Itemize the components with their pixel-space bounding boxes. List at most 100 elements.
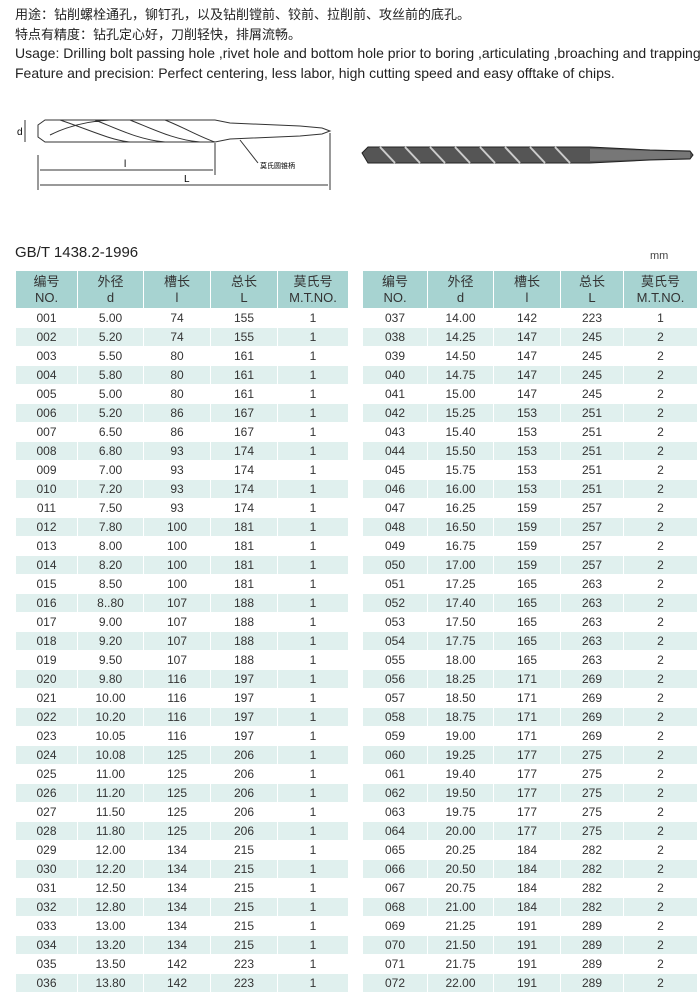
cell: 9.80 — [77, 669, 144, 689]
cell: 2 — [623, 669, 698, 689]
cell: 043 — [362, 422, 428, 442]
cell: 142 — [143, 954, 211, 974]
cell: 165 — [493, 574, 561, 594]
cell: 056 — [362, 669, 428, 689]
cell: 2 — [623, 498, 698, 518]
cell: 134 — [143, 859, 211, 879]
cell: 14.25 — [427, 327, 494, 347]
cell: 1 — [277, 308, 349, 328]
cell: 061 — [362, 764, 428, 784]
cell: 21.75 — [427, 954, 494, 974]
cell: 1 — [277, 764, 349, 784]
row: 035 13.50 142 223 1 — [15, 954, 349, 974]
dim-label: 莫氏圆锥柄 — [260, 161, 295, 170]
cell: 13.20 — [77, 935, 144, 955]
cell: 171 — [493, 707, 561, 727]
cell: 206 — [210, 764, 278, 784]
cell: 8.20 — [77, 555, 144, 575]
cell: 147 — [493, 384, 561, 404]
row: 038 14.25 147 245 2 — [362, 327, 698, 347]
cell: 17.50 — [427, 612, 494, 632]
cell: 125 — [143, 745, 211, 765]
cell: 171 — [493, 669, 561, 689]
cell: 1 — [277, 460, 349, 480]
row: 007 6.50 86 167 1 — [15, 422, 349, 442]
cell: 1 — [277, 954, 349, 974]
header-cell: 槽长 l — [143, 270, 211, 309]
cell: 045 — [362, 460, 428, 480]
cell: 066 — [362, 859, 428, 879]
cell: 147 — [493, 365, 561, 385]
cell: 142 — [493, 308, 561, 328]
cell: 20.50 — [427, 859, 494, 879]
cell: 006 — [15, 403, 78, 423]
row: 008 6.80 93 174 1 — [15, 441, 349, 461]
cell: 2 — [623, 612, 698, 632]
cell: 2 — [623, 346, 698, 366]
row: 002 5.20 74 155 1 — [15, 327, 349, 347]
cell: 18.00 — [427, 650, 494, 670]
cell: 2 — [623, 555, 698, 575]
cell: 177 — [493, 783, 561, 803]
row: 021 10.00 116 197 1 — [15, 688, 349, 708]
cell: 15.40 — [427, 422, 494, 442]
row: 022 10.20 116 197 1 — [15, 707, 349, 727]
cell: 251 — [560, 460, 624, 480]
standard: GB/T 1438.2-1996 — [15, 244, 139, 261]
cell: 040 — [362, 365, 428, 385]
cell: 068 — [362, 897, 428, 917]
header-text: 编号 — [33, 273, 60, 289]
header-text: L — [240, 289, 248, 305]
row: 037 14.00 142 223 1 — [362, 308, 698, 328]
cell: 011 — [15, 498, 78, 518]
cell: 165 — [493, 593, 561, 613]
cell: 2 — [623, 403, 698, 423]
header-text: 总长 — [578, 273, 605, 289]
cell: 002 — [15, 327, 78, 347]
header-text: 编号 — [381, 273, 408, 289]
cell: 13.80 — [77, 973, 144, 993]
cell: 8.50 — [77, 574, 144, 594]
cell: 165 — [493, 612, 561, 632]
cell: 289 — [560, 916, 624, 936]
cell: 245 — [560, 384, 624, 404]
cell: 263 — [560, 574, 624, 594]
cell: 023 — [15, 726, 78, 746]
cell: 6.50 — [77, 422, 144, 442]
cell: 116 — [143, 688, 211, 708]
cell: 93 — [143, 479, 211, 499]
cell: 1 — [277, 422, 349, 442]
row: 052 17.40 165 263 2 — [362, 593, 698, 613]
row: 043 15.40 153 251 2 — [362, 422, 698, 442]
cell: 289 — [560, 973, 624, 993]
row: 016 8..80 107 188 1 — [15, 593, 349, 613]
row: 013 8.00 100 181 1 — [15, 536, 349, 556]
cell: 107 — [143, 650, 211, 670]
cell: 067 — [362, 878, 428, 898]
cell: 153 — [493, 479, 561, 499]
cell: 050 — [362, 555, 428, 575]
header-cell: 总长 L — [560, 270, 624, 309]
cell: 2 — [623, 954, 698, 974]
cell: 1 — [277, 707, 349, 727]
row: 034 13.20 134 215 1 — [15, 935, 349, 955]
cell: 282 — [560, 878, 624, 898]
cell: 1 — [623, 308, 698, 328]
row: 041 15.00 147 245 2 — [362, 384, 698, 404]
cell: 165 — [493, 631, 561, 651]
cell: 153 — [493, 460, 561, 480]
cell: 184 — [493, 859, 561, 879]
cell: 052 — [362, 593, 428, 613]
cell: 1 — [277, 403, 349, 423]
cell: 188 — [210, 612, 278, 632]
cell: 2 — [623, 460, 698, 480]
cell: 2 — [623, 859, 698, 879]
cell: 93 — [143, 441, 211, 461]
cell: 15.25 — [427, 403, 494, 423]
row: 072 22.00 191 289 2 — [362, 973, 698, 993]
cell: 1 — [277, 669, 349, 689]
cell: 1 — [277, 935, 349, 955]
cell: 275 — [560, 821, 624, 841]
cell: 19.75 — [427, 802, 494, 822]
cell: 215 — [210, 840, 278, 860]
